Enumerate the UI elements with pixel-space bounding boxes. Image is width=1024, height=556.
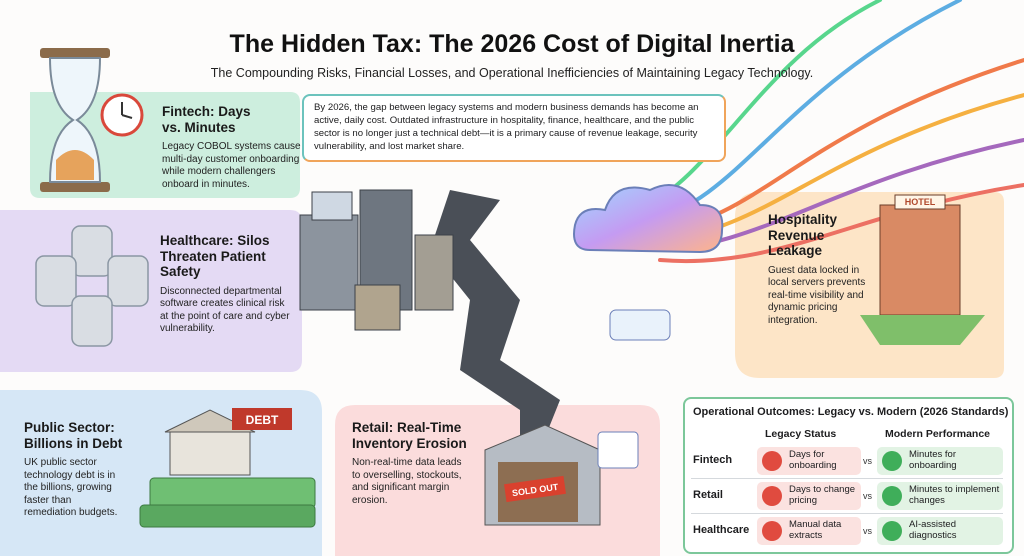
panel-title: Healthcare: Silos Threaten Patient Safet… bbox=[160, 233, 270, 280]
public-sector-text: Public Sector: Billions in Debt UK publi… bbox=[24, 420, 134, 520]
row-label: Fintech bbox=[693, 454, 733, 466]
legacy-servers bbox=[299, 189, 454, 331]
cell-text: Minutes for onboarding bbox=[909, 449, 957, 471]
row-divider bbox=[691, 513, 1003, 514]
row-label: Retail bbox=[693, 489, 723, 501]
modern-icon bbox=[882, 486, 902, 506]
panel-body: Non-real-time data leads to overselling,… bbox=[352, 457, 462, 506]
panel-body: Disconnected departmental software creat… bbox=[160, 285, 290, 335]
panel-title: Retail: Real-Time Inventory Erosion bbox=[352, 420, 467, 451]
hotel-sign: HOTEL bbox=[905, 197, 936, 207]
separator: vs bbox=[863, 526, 872, 536]
hospitality-text: Hospitality Revenue Leakage Guest data l… bbox=[768, 212, 868, 327]
legacy-cell: Days to change pricing bbox=[757, 482, 861, 510]
panel-title: Hospitality Revenue Leakage bbox=[768, 212, 838, 259]
legacy-icon bbox=[762, 521, 782, 541]
legacy-icon bbox=[762, 451, 782, 471]
panel-body: Legacy COBOL systems cause multi-day cus… bbox=[162, 141, 301, 190]
modern-cell: Minutes to implement changes bbox=[877, 482, 1003, 510]
modern-icon bbox=[882, 521, 902, 541]
modern-cell: Minutes for onboarding bbox=[877, 447, 1003, 475]
debt-sign: DEBT bbox=[246, 413, 279, 427]
cell-text: Minutes to implement changes bbox=[909, 484, 1000, 506]
legacy-cell: Manual data extracts bbox=[757, 517, 861, 545]
retail-text: Retail: Real-Time Inventory Erosion Non-… bbox=[352, 420, 477, 507]
subtitle: The Compounding Risks, Financial Losses,… bbox=[210, 66, 814, 80]
column-header: Modern Performance bbox=[885, 428, 991, 440]
panel-title: Fintech: Days vs. Minutes bbox=[162, 104, 251, 135]
panel-body: UK public sector technology debt is in t… bbox=[24, 457, 118, 519]
fintech-text: Fintech: Days vs. Minutes Legacy COBOL s… bbox=[162, 104, 302, 191]
cloud bbox=[573, 184, 724, 254]
cell-text: AI-assisted diagnostics bbox=[909, 519, 957, 541]
government-building: DEBT bbox=[139, 408, 316, 528]
column-header: Legacy Status bbox=[765, 428, 837, 440]
healthcare-text: Healthcare: Silos Threaten Patient Safet… bbox=[160, 233, 295, 336]
warehouse: SOLD OUT bbox=[484, 424, 639, 526]
phone bbox=[609, 309, 671, 341]
cell-text: Days for onboarding bbox=[789, 449, 837, 471]
cell-text: Manual data extracts bbox=[789, 519, 842, 541]
modern-cell: AI-assisted diagnostics bbox=[877, 517, 1003, 545]
outcomes-table: Operational Outcomes: Legacy vs. Modern … bbox=[683, 397, 1014, 554]
panel-title: Public Sector: Billions in Debt bbox=[24, 420, 123, 451]
intro-box: By 2026, the gap between legacy systems … bbox=[302, 94, 726, 162]
crack bbox=[430, 190, 580, 470]
separator: vs bbox=[863, 491, 872, 501]
database-silos bbox=[35, 225, 149, 347]
table-title: Operational Outcomes: Legacy vs. Modern … bbox=[693, 406, 1009, 418]
separator: vs bbox=[863, 456, 872, 466]
hourglass-icon bbox=[40, 48, 144, 192]
legacy-cell: Days for onboarding bbox=[757, 447, 861, 475]
panel-body: Guest data locked in local servers preve… bbox=[768, 264, 866, 326]
row-label: Healthcare bbox=[693, 524, 750, 536]
hotel-building: HOTEL bbox=[860, 194, 985, 345]
title: The Hidden Tax: The 2026 Cost of Digital… bbox=[229, 30, 795, 58]
cell-text: Days to change pricing bbox=[789, 484, 856, 506]
modern-icon bbox=[882, 451, 902, 471]
row-divider bbox=[691, 478, 1003, 479]
legacy-icon bbox=[762, 486, 782, 506]
